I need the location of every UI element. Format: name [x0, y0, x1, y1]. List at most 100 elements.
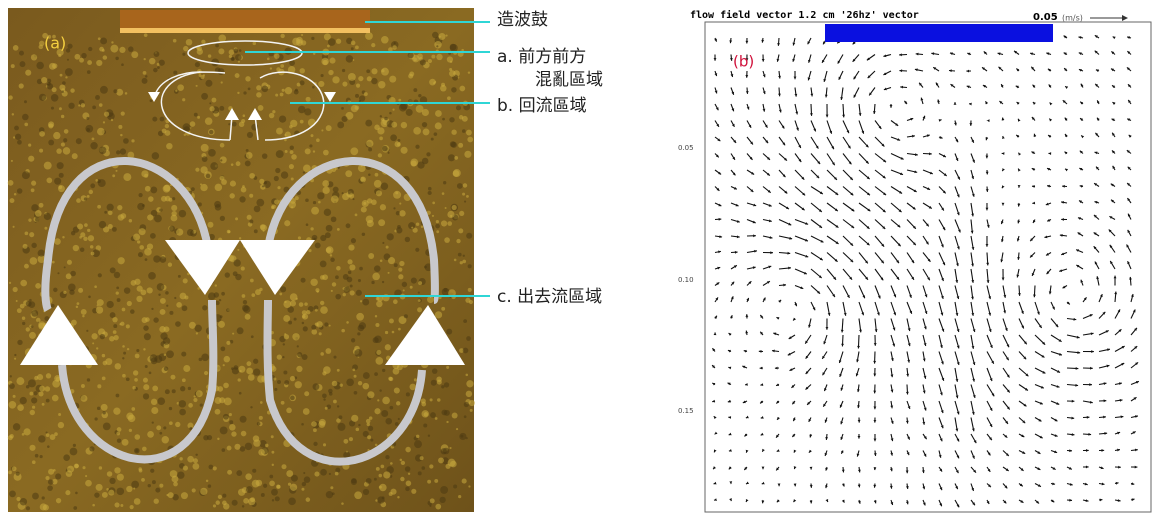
- particle: [188, 387, 191, 390]
- particle: [262, 185, 264, 187]
- particle: [152, 422, 154, 424]
- particle: [341, 107, 344, 110]
- particle: [238, 366, 245, 373]
- particle: [346, 321, 349, 324]
- particle: [17, 340, 22, 345]
- particle: [315, 242, 321, 248]
- particle: [301, 488, 304, 491]
- particle: [177, 84, 184, 91]
- particle: [208, 484, 212, 488]
- particle: [74, 464, 79, 469]
- particle: [88, 235, 94, 241]
- particle: [317, 192, 324, 199]
- particle: [141, 478, 145, 482]
- particle: [66, 48, 70, 52]
- particle: [175, 90, 177, 92]
- particle: [368, 253, 374, 259]
- particle: [430, 398, 433, 401]
- particle: [332, 282, 336, 286]
- particle: [172, 197, 175, 200]
- particle: [22, 317, 25, 320]
- particle: [182, 378, 186, 382]
- particle: [135, 449, 138, 452]
- particle: [281, 464, 286, 469]
- particle: [223, 383, 229, 389]
- particle: [103, 361, 108, 366]
- particle: [97, 299, 104, 306]
- particle: [374, 335, 382, 343]
- particle: [97, 407, 100, 410]
- particle: [20, 280, 27, 287]
- particle: [9, 282, 11, 284]
- particle: [168, 263, 172, 267]
- particle: [273, 378, 276, 381]
- particle: [375, 315, 377, 317]
- particle: [48, 121, 54, 127]
- particle: [319, 332, 322, 335]
- particle: [48, 469, 54, 475]
- particle: [20, 397, 27, 404]
- particle: [311, 421, 317, 427]
- particle: [152, 480, 156, 484]
- particle: [99, 221, 106, 228]
- particle: [306, 223, 309, 226]
- particle: [165, 124, 169, 128]
- particle: [376, 190, 382, 196]
- particle: [295, 196, 299, 200]
- particle: [131, 51, 138, 58]
- particle: [234, 444, 240, 450]
- particle: [456, 239, 460, 243]
- particle: [196, 85, 198, 87]
- particle: [225, 272, 230, 277]
- particle: [354, 349, 362, 357]
- particle: [196, 390, 203, 397]
- particle: [64, 266, 66, 268]
- particle: [215, 284, 217, 286]
- particle: [398, 328, 401, 331]
- particle: [221, 81, 223, 83]
- particle: [237, 327, 244, 334]
- particle: [400, 459, 403, 462]
- particle: [312, 86, 315, 89]
- particle: [97, 384, 101, 388]
- particle: [420, 59, 426, 65]
- particle: [58, 54, 61, 57]
- particle: [323, 443, 326, 446]
- particle: [131, 481, 139, 489]
- particle: [358, 381, 362, 385]
- particle: [229, 413, 232, 416]
- particle: [302, 354, 308, 360]
- particle: [318, 201, 321, 204]
- particle: [382, 242, 384, 244]
- particle: [170, 470, 178, 478]
- particle: [46, 373, 51, 378]
- particle: [467, 137, 473, 143]
- particle: [302, 482, 306, 486]
- particle: [115, 170, 117, 172]
- annotation: 造波鼓: [497, 10, 548, 30]
- particle: [306, 97, 311, 102]
- particle: [53, 288, 57, 292]
- particle: [109, 478, 115, 484]
- plot-frame: [705, 22, 1151, 512]
- particle: [171, 211, 176, 216]
- particle: [114, 467, 120, 473]
- particle: [192, 463, 199, 470]
- particle: [32, 460, 36, 464]
- particle: [28, 144, 31, 147]
- particle: [238, 378, 241, 381]
- particle: [376, 301, 383, 308]
- particle: [254, 206, 261, 213]
- particle: [39, 131, 45, 137]
- particle: [221, 179, 227, 185]
- particle: [336, 266, 341, 271]
- particle: [152, 386, 158, 392]
- particle: [219, 106, 224, 111]
- particle: [377, 127, 384, 134]
- particle: [366, 419, 371, 424]
- particle: [329, 325, 331, 327]
- particle: [346, 378, 354, 386]
- particle: [398, 139, 401, 142]
- particle: [149, 372, 152, 375]
- particle: [450, 215, 452, 217]
